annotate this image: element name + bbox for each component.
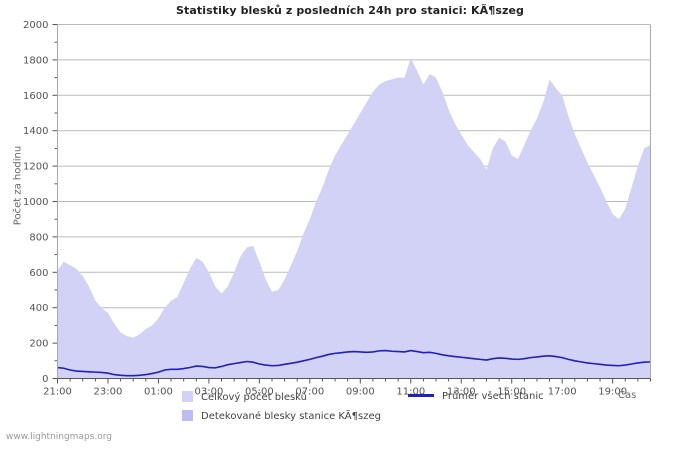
svg-text:2000: 2000 xyxy=(23,20,48,31)
svg-text:05:00: 05:00 xyxy=(245,387,274,396)
x-axis-label: Čas xyxy=(618,390,637,401)
plot-area: 0 200 400 600 800 1000 1200 1400 1600 1800 2000 21… xyxy=(23,20,651,396)
data-series xyxy=(57,58,651,379)
svg-text:09:00: 09:00 xyxy=(346,387,375,396)
svg-text:07:00: 07:00 xyxy=(295,387,324,396)
svg-text:11:00: 11:00 xyxy=(396,387,425,396)
legend-swatch-total xyxy=(182,391,193,402)
svg-text:13:00: 13:00 xyxy=(447,387,476,396)
svg-text:23:00: 23:00 xyxy=(94,387,123,396)
legend-swatch-station xyxy=(182,410,193,421)
legend-line-average xyxy=(408,394,434,397)
svg-text:0: 0 xyxy=(42,374,48,385)
svg-text:03:00: 03:00 xyxy=(194,387,223,396)
svg-text:200: 200 xyxy=(29,339,48,350)
svg-text:19:00: 19:00 xyxy=(598,387,627,396)
chart-legend: Celkový počet blesků Průměr všech stanic… xyxy=(0,390,700,430)
y-axis-ticks: 0 200 400 600 800 1000 1200 1400 1600 1800 2000 xyxy=(23,20,58,385)
svg-text:01:00: 01:00 xyxy=(144,387,173,396)
legend-item-total: Celkový počet blesků xyxy=(182,391,307,404)
legend-label-station: Detekované blesky stanice KÃ¶szeg xyxy=(201,411,381,422)
svg-text:800: 800 xyxy=(29,232,48,243)
axis-lines xyxy=(57,24,651,379)
svg-text:17:00: 17:00 xyxy=(548,387,577,396)
chart-title: Statistiky blesků z posledních 24h pro s… xyxy=(175,4,525,17)
svg-text:1800: 1800 xyxy=(23,55,48,66)
legend-item-station: Detekované blesky stanice KÃ¶szeg xyxy=(182,410,381,423)
svg-text:1000: 1000 xyxy=(23,197,48,208)
x-axis-ticks: 21:00 23:00 01:00 03:00 05:00 07:00 09:00 11:00… xyxy=(43,378,651,396)
svg-text:1400: 1400 xyxy=(23,126,48,137)
svg-text:15:00: 15:00 xyxy=(497,387,526,396)
footer-watermark: www.lightningmaps.org xyxy=(6,432,112,442)
legend-label-total: Celkový počet blesků xyxy=(201,392,308,403)
svg-text:21:00: 21:00 xyxy=(43,387,72,396)
svg-text:1200: 1200 xyxy=(23,162,48,173)
legend-label-average: Průměr všech stanic xyxy=(442,391,544,402)
svg-text:400: 400 xyxy=(29,303,48,314)
svg-text:1600: 1600 xyxy=(23,91,48,102)
svg-text:600: 600 xyxy=(29,268,48,279)
legend-item-average: Průměr všech stanic xyxy=(408,391,544,403)
